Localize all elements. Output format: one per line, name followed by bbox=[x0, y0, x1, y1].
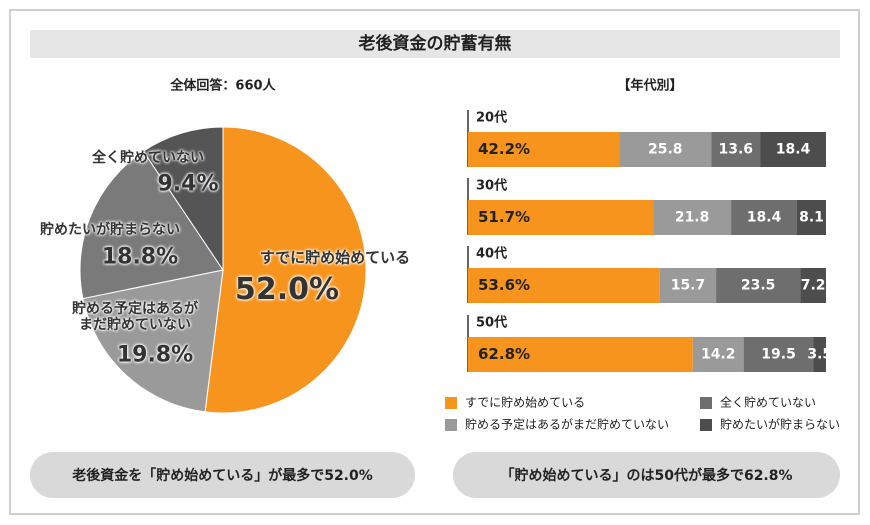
bar-segment bbox=[716, 268, 801, 303]
bar-value: 18.4 bbox=[776, 142, 811, 158]
bar-value: 13.6 bbox=[719, 142, 754, 158]
bar-value: 18.4 bbox=[747, 210, 782, 226]
pie-slice bbox=[79, 150, 224, 300]
bar-value: 23.5 bbox=[741, 278, 776, 294]
bar-value: 3.5 bbox=[807, 347, 832, 363]
slice-label: 全く貯めていない bbox=[92, 149, 204, 166]
bar-segment bbox=[711, 132, 761, 167]
bar-value: 51.7% bbox=[478, 208, 530, 226]
bar-segment bbox=[468, 200, 654, 235]
bar-value: 62.8% bbox=[478, 345, 530, 363]
slice-label: 貯めたいが貯まらない bbox=[40, 221, 180, 238]
bar-segment bbox=[653, 200, 732, 235]
bar-value: 19.5 bbox=[761, 347, 796, 363]
bar-segment bbox=[760, 132, 826, 167]
title-band bbox=[30, 30, 840, 58]
page-title: 老後資金の貯蓄有無 bbox=[358, 33, 512, 54]
bar-subtitle: 【年代別】 bbox=[617, 78, 682, 94]
pie-slice bbox=[82, 269, 224, 413]
legend-label: 貯めたいが貯まらない bbox=[720, 417, 840, 432]
legend-label: すでに貯め始めている bbox=[465, 396, 585, 410]
bar-value: 14.2 bbox=[701, 347, 736, 363]
bar-segment bbox=[743, 337, 814, 372]
bar-value: 53.6% bbox=[478, 276, 530, 294]
y-tick-label: 20代 bbox=[476, 110, 507, 126]
bar-segment bbox=[692, 337, 744, 372]
pie-slice bbox=[142, 126, 224, 272]
y-tick-label: 50代 bbox=[476, 315, 507, 331]
summary: 「貯め始めている」のは50代が最多で62.8% bbox=[453, 452, 840, 498]
bar-value: 15.7 bbox=[671, 278, 706, 294]
bar-segment bbox=[813, 337, 826, 372]
bar-segment bbox=[468, 268, 660, 303]
y-tick-label: 40代 bbox=[476, 246, 507, 262]
bar-segment bbox=[468, 337, 693, 372]
bar-segment bbox=[731, 200, 798, 235]
summary: 老後資金を「貯め始めている」が最多で52.0% bbox=[30, 452, 415, 498]
slice-label: 貯める予定はあるがまだ貯めていない bbox=[72, 300, 198, 333]
slice-value: 18.8% bbox=[101, 244, 179, 270]
legend-swatch bbox=[700, 419, 712, 431]
legend-swatch bbox=[700, 397, 712, 409]
bar-value: 42.2% bbox=[478, 140, 530, 158]
bar-value: 8.1 bbox=[799, 210, 824, 226]
legend-swatch bbox=[445, 419, 457, 431]
slice-value: 9.4% bbox=[157, 171, 219, 197]
frame bbox=[9, 9, 860, 515]
y-tick-label: 30代 bbox=[476, 178, 507, 194]
bar-segment bbox=[619, 132, 712, 167]
pie-subtitle: 全体回答：660人 bbox=[169, 78, 276, 94]
legend-swatch bbox=[445, 397, 457, 409]
bar-value: 25.8 bbox=[648, 142, 683, 158]
slice-label: すでに貯め始めている bbox=[259, 248, 411, 267]
bar-segment bbox=[659, 268, 717, 303]
slice-value: 19.8% bbox=[116, 342, 194, 368]
bar-value: 21.8 bbox=[675, 210, 710, 226]
bar-segment bbox=[468, 132, 620, 167]
legend-label: 全く貯めていない bbox=[720, 395, 816, 410]
bar-segment bbox=[800, 268, 826, 303]
bar-segment bbox=[797, 200, 826, 235]
bar-value: 7.2 bbox=[801, 278, 826, 294]
pie-slice bbox=[204, 126, 367, 414]
legend-label: 貯める予定はあるがまだ貯めていない bbox=[465, 417, 669, 432]
slice-value: 52.0% bbox=[234, 271, 340, 307]
